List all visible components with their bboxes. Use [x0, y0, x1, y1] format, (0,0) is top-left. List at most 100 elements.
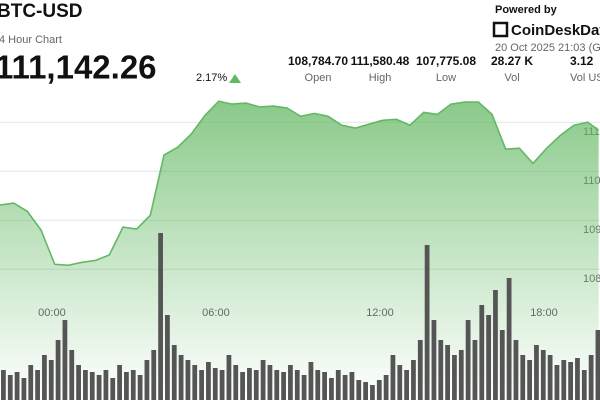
volume-bar [445, 345, 450, 400]
volume-bar [7, 375, 13, 400]
volume-bar [158, 233, 163, 400]
volume-bar [493, 290, 498, 400]
volume-bar [479, 305, 485, 400]
volume-bar [260, 360, 266, 400]
stat-value: 3.12 [570, 54, 594, 68]
volume-bar [349, 372, 355, 400]
volume-bar [383, 375, 389, 400]
volume-bar [206, 362, 211, 400]
volume-bar [62, 320, 68, 400]
volume-bar [281, 372, 286, 400]
volume-bar [411, 360, 416, 400]
volume-bar [171, 345, 177, 400]
volume-bar [83, 370, 88, 400]
volume-bar [458, 350, 464, 400]
volume-bar [547, 355, 553, 400]
volume-bar [144, 360, 150, 400]
volume-bar [178, 355, 184, 400]
volume-bar [322, 372, 327, 400]
header: BTC-USD 4 Hour Chart 111,142.26 2.17% Po… [0, 1, 600, 86]
volume-bar [301, 375, 307, 400]
volume-bar [308, 362, 314, 400]
volume-bar [588, 355, 594, 400]
volume-bar [192, 365, 198, 400]
powered-by: Powered by [495, 4, 558, 16]
volume-bar [472, 340, 478, 400]
volume-bar [294, 370, 300, 400]
volume-bar [165, 315, 170, 400]
price: 111,142.26 [0, 49, 157, 86]
stat-value: 107,775.08 [416, 54, 476, 68]
symbol: BTC-USD [0, 1, 83, 22]
volume-bar [151, 350, 157, 400]
volume-bar [253, 370, 259, 400]
volume-bar [185, 360, 191, 400]
price-line [0, 100, 600, 267]
stat-label: High [369, 72, 392, 84]
volume-bar [356, 380, 362, 400]
volume-bar [48, 360, 54, 400]
volume-bar [486, 315, 491, 400]
timestamp: 20 Oct 2025 21:03 (GMT [495, 42, 600, 54]
volume-bar [1, 370, 6, 400]
volume-bar [534, 345, 539, 400]
stat-label: Vol US [570, 72, 600, 84]
volume-bar [124, 372, 129, 400]
volume-bar [103, 370, 109, 400]
price-area [0, 101, 599, 400]
stat-value: 111,580.48 [351, 54, 410, 68]
x-tick-label: 18:00 [530, 307, 558, 319]
volume-bar [96, 375, 102, 400]
volume-bar [575, 358, 580, 400]
volume-bar [14, 372, 20, 400]
volume-bar [212, 368, 218, 400]
volume-bar [130, 370, 136, 400]
volume-bar [465, 320, 471, 400]
stat-label: Low [436, 72, 456, 84]
volume-bar [568, 362, 574, 400]
volume-bar [513, 340, 519, 400]
volume-bar [315, 370, 321, 400]
volume-bar [55, 340, 61, 400]
x-tick-label: 12:00 [366, 307, 394, 319]
volume-bar [89, 372, 95, 400]
volume-bar [390, 355, 396, 400]
volume-bar [506, 278, 512, 400]
volume-bar [499, 330, 505, 400]
change: 2.17% [196, 72, 227, 84]
volume-bar [288, 365, 293, 400]
volume-bar [424, 245, 430, 400]
volume-bar [370, 385, 375, 400]
volume-bar [247, 368, 252, 400]
volume-bar [376, 380, 382, 400]
brand-logo [492, 21, 509, 38]
subtitle: 4 Hour Chart [0, 34, 62, 46]
volume-bar [438, 340, 444, 400]
volume-bar [117, 365, 122, 400]
volume-bar [581, 370, 587, 400]
volume-bar [199, 370, 204, 400]
volume-bar [226, 355, 232, 400]
volume-bar [42, 355, 47, 400]
x-tick-label: 00:00 [38, 307, 66, 319]
volume-bar [595, 330, 600, 400]
up-arrow [229, 74, 241, 83]
stat-value: 108,784.70 [288, 54, 348, 68]
volume-bar [267, 365, 273, 400]
volume-bar [431, 320, 437, 400]
volume-bar [233, 365, 239, 400]
volume-bar [527, 360, 532, 400]
volume-bar [363, 382, 368, 400]
volume-bar [137, 375, 143, 400]
stat-label: Open [305, 72, 332, 84]
volume-bar [28, 365, 34, 400]
stat-label: Vol [504, 72, 519, 84]
volume-bar [274, 370, 280, 400]
volume-bar [219, 370, 225, 400]
brand: CoinDeskDat [511, 22, 600, 39]
volume-bar [35, 370, 40, 400]
volume-bar [554, 365, 560, 400]
